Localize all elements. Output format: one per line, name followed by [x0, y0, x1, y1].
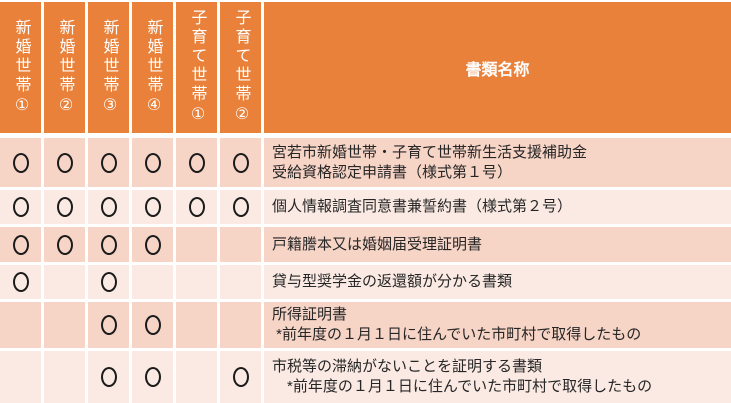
circle-mark — [100, 234, 117, 255]
header-col-1: 新婚世帯① — [0, 2, 41, 133]
circle-mark — [144, 234, 161, 255]
mark-cell-col3 — [88, 190, 129, 224]
document-name-line: *前年度の１月１日に住んでいた市町村で取得したもの — [272, 378, 653, 395]
circle-mark — [232, 367, 249, 387]
circle-mark — [12, 197, 29, 217]
circle-mark — [188, 152, 205, 173]
circle-mark — [100, 197, 117, 217]
circle-mark — [56, 197, 73, 217]
mark-cell-col6 — [220, 190, 261, 224]
mark-cell-col6 — [220, 265, 261, 299]
header-col-4: 新婚世帯④ — [132, 2, 173, 133]
circle-mark — [144, 152, 161, 173]
circle-mark — [144, 315, 161, 335]
document-name-line: 個人情報調査同意書兼誓約書（様式第２号） — [272, 198, 573, 216]
document-name-cell: 貸与型奨学金の返還額が分かる書類 — [264, 265, 731, 299]
mark-cell-col5 — [176, 265, 217, 299]
header-col-3: 新婚世帯③ — [88, 2, 129, 133]
header-row: 新婚世帯① 新婚世帯② 新婚世帯③ 新婚世帯④ 子育て世帯① 子育て世帯② 書類名称 — [0, 2, 731, 133]
header-col-2: 新婚世帯② — [44, 2, 85, 133]
mark-cell-col1 — [0, 265, 41, 299]
circle-mark — [100, 152, 117, 173]
mark-cell-col4 — [132, 227, 173, 262]
document-name-cell: 戸籍謄本又は婚姻届受理証明書 — [264, 227, 731, 262]
mark-cell-col5 — [176, 351, 217, 403]
mark-cell-col3 — [88, 302, 129, 348]
mark-cell-col5 — [176, 227, 217, 262]
circle-mark — [188, 197, 205, 217]
mark-cell-col3 — [88, 351, 129, 403]
table-row: 貸与型奨学金の返還額が分かる書類 — [0, 265, 731, 299]
header-col-label: 新婚世帯② — [56, 18, 74, 117]
mark-cell-col1 — [0, 138, 41, 187]
document-name-cell: 個人情報調査同意書兼誓約書（様式第２号） — [264, 190, 731, 224]
mark-cell-col2 — [44, 302, 85, 348]
mark-cell-col2 — [44, 265, 85, 299]
mark-cell-col4 — [132, 138, 173, 187]
mark-cell-col6 — [220, 138, 261, 187]
mark-cell-col4 — [132, 351, 173, 403]
document-name-line: 貸与型奨学金の返還額が分かる書類 — [272, 273, 513, 291]
header-col-6: 子育て世帯② — [220, 2, 261, 133]
circle-mark — [144, 367, 161, 387]
mark-cell-col1 — [0, 227, 41, 262]
document-name-cell: 宮若市新婚世帯・子育て世帯新生活支援補助金 受給資格認定申請書（様式第１号） — [264, 138, 731, 187]
mark-cell-col2 — [44, 227, 85, 262]
mark-cell-col5 — [176, 302, 217, 348]
mark-cell-col1 — [0, 351, 41, 403]
header-col-label: 子育て世帯② — [232, 9, 250, 126]
mark-cell-col1 — [0, 190, 41, 224]
mark-cell-col1 — [0, 302, 41, 348]
document-name-line: 所得証明書 — [272, 306, 348, 324]
mark-cell-col3 — [88, 138, 129, 187]
document-name-line: 戸籍謄本又は婚姻届受理証明書 — [272, 235, 483, 253]
header-document-name: 書類名称 — [264, 2, 731, 133]
mark-cell-col4 — [132, 265, 173, 299]
table-row: 個人情報調査同意書兼誓約書（様式第２号） — [0, 190, 731, 224]
header-col-5: 子育て世帯① — [176, 2, 217, 133]
document-name-cell: 所得証明書 *前年度の１月１日に住んでいた市町村で取得したもの — [264, 302, 731, 348]
document-name-header-label: 書類名称 — [465, 61, 530, 79]
circle-mark — [12, 272, 29, 292]
mark-cell-col2 — [44, 138, 85, 187]
mark-cell-col6 — [220, 227, 261, 262]
table-row: 宮若市新婚世帯・子育て世帯新生活支援補助金 受給資格認定申請書（様式第１号） — [0, 138, 731, 187]
circle-mark — [100, 272, 117, 292]
mark-cell-col5 — [176, 190, 217, 224]
mark-cell-col5 — [176, 138, 217, 187]
document-name-line: 受給資格認定申請書（様式第１号） — [272, 163, 513, 181]
circle-mark — [100, 367, 117, 387]
circle-mark — [12, 234, 29, 255]
header-col-label: 新婚世帯④ — [144, 18, 162, 117]
header-col-label: 新婚世帯③ — [100, 18, 118, 117]
table-row: 市税等の滞納がないことを証明する書類 *前年度の１月１日に住んでいた市町村で取得… — [0, 351, 731, 403]
header-col-label: 子育て世帯① — [188, 9, 206, 126]
document-name-cell: 市税等の滞納がないことを証明する書類 *前年度の１月１日に住んでいた市町村で取得… — [264, 351, 731, 403]
circle-mark — [232, 152, 249, 173]
circle-mark — [56, 234, 73, 255]
mark-cell-col4 — [132, 302, 173, 348]
document-name-line: 宮若市新婚世帯・子育て世帯新生活支援補助金 — [272, 143, 588, 161]
mark-cell-col3 — [88, 265, 129, 299]
table-row: 戸籍謄本又は婚姻届受理証明書 — [0, 227, 731, 262]
circle-mark — [56, 152, 73, 173]
mark-cell-col4 — [132, 190, 173, 224]
table-row: 所得証明書 *前年度の１月１日に住んでいた市町村で取得したもの — [0, 302, 731, 348]
circle-mark — [12, 152, 29, 173]
mark-cell-col2 — [44, 190, 85, 224]
mark-cell-col2 — [44, 351, 85, 403]
mark-cell-col6 — [220, 302, 261, 348]
mark-cell-col6 — [220, 351, 261, 403]
header-col-label: 新婚世帯① — [12, 18, 30, 117]
mark-cell-col3 — [88, 227, 129, 262]
document-name-line: 市税等の滞納がないことを証明する書類 — [272, 358, 543, 376]
circle-mark — [232, 197, 249, 217]
circle-mark — [144, 197, 161, 217]
document-name-line: *前年度の１月１日に住んでいた市町村で取得したもの — [272, 326, 642, 343]
circle-mark — [100, 315, 117, 335]
